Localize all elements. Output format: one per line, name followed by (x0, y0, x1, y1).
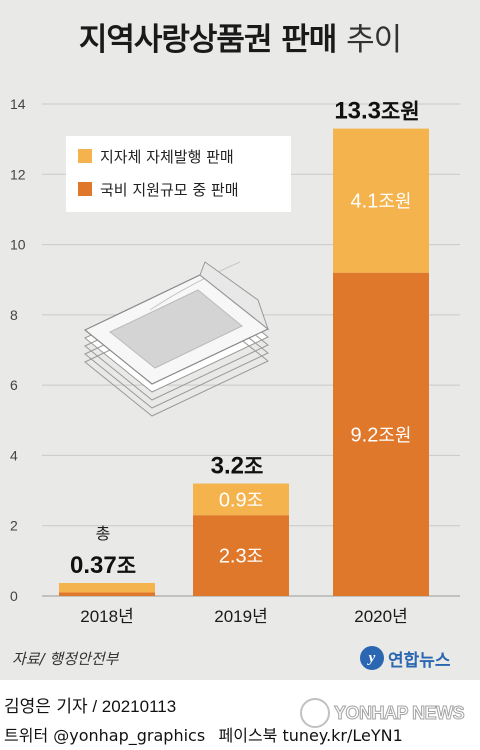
x-category-label: 2019년 (214, 607, 267, 626)
watermark: YONHAP NEWS (300, 698, 465, 728)
y-tick-label: 6 (10, 377, 18, 393)
legend-swatch-national (78, 182, 92, 196)
y-tick-label: 2 (10, 518, 18, 534)
legend-swatch-local (78, 149, 92, 163)
bar-value-label: 4.1조원 (351, 191, 412, 213)
chart-panel: 지역사랑상품권 판매 추이 0 2 4 6 8 10 12 14 지자체 자체발행 판매 국비… (0, 0, 480, 680)
bar-segment-local (59, 582, 155, 593)
facebook-link: 페이스북 tuney.kr/LeYN1 (218, 726, 403, 745)
bar-value-label: 9.2조원 (351, 424, 412, 446)
bars: 0.37조 총 2.3조 0.9조 3.2조 9.2조원 4.1조원 13.3조원 (59, 98, 429, 596)
bar-segment-local (193, 483, 289, 516)
y-tick-label: 0 (10, 588, 18, 604)
legend-label-national: 국비 지원규모 중 판매 (100, 181, 239, 199)
y-tick-label: 14 (10, 96, 26, 112)
yonhap-logo-icon: y (360, 646, 384, 670)
watermark-text: YONHAP NEWS (333, 702, 465, 723)
bar-total-label: 13.3조원 (334, 98, 419, 125)
bar-segment-national (193, 515, 289, 596)
bar-total-prefix: 총 (96, 524, 111, 543)
x-axis-labels: 2018년 2019년 2020년 (80, 607, 407, 626)
x-category-label: 2020년 (354, 607, 407, 626)
bar-total-label: 0.37조 (70, 552, 136, 579)
y-tick-label: 4 (10, 447, 18, 463)
watermark-logo-icon (300, 698, 330, 728)
title-main: 지역사랑상품권 판매 (78, 22, 337, 58)
agency-name: 연합뉴스 (388, 650, 451, 671)
x-category-label: 2018년 (80, 607, 133, 626)
bar-value-label: 2.3조 (219, 546, 263, 568)
stack-of-vouchers-icon (83, 261, 270, 417)
y-tick-label: 12 (10, 166, 26, 182)
source-note: 자료/ 행정안전부 (12, 650, 119, 668)
title-suffix: 추이 (346, 22, 402, 58)
chart-title: 지역사랑상품권 판매 추이 (0, 14, 480, 59)
social-links: 트위터 @yonhap_graphics 페이스북 tuney.kr/LeYN1 (4, 722, 403, 746)
twitter-handle: 트위터 @yonhap_graphics (4, 726, 206, 745)
y-tick-label: 10 (10, 237, 26, 253)
y-axis-ticks: 0 2 4 6 8 10 12 14 (10, 96, 26, 604)
legend-box (66, 136, 291, 212)
agency-logo-block: y 연합뉴스 (360, 644, 451, 672)
bar-segment-national (59, 592, 155, 596)
publish-date: 20210113 (101, 697, 177, 716)
y-tick-label: 8 (10, 307, 18, 323)
reporter-name: 김영은 기자 (4, 697, 88, 717)
bar-value-label: 0.9조 (219, 489, 263, 511)
byline: 김영은 기자 / 20210113 (4, 697, 177, 717)
bar-segment-national (333, 272, 429, 596)
bar-segment-local (333, 128, 429, 273)
bar-total-label: 3.2조 (211, 453, 264, 480)
legend: 지자체 자체발행 판매 국비 지원규모 중 판매 (66, 136, 291, 212)
stacked-bar-chart: 0 2 4 6 8 10 12 14 지자체 자체발행 판매 국비 지원규모 중 판매 0.3… (10, 96, 460, 626)
legend-label-local: 지자체 자체발행 판매 (100, 148, 234, 166)
